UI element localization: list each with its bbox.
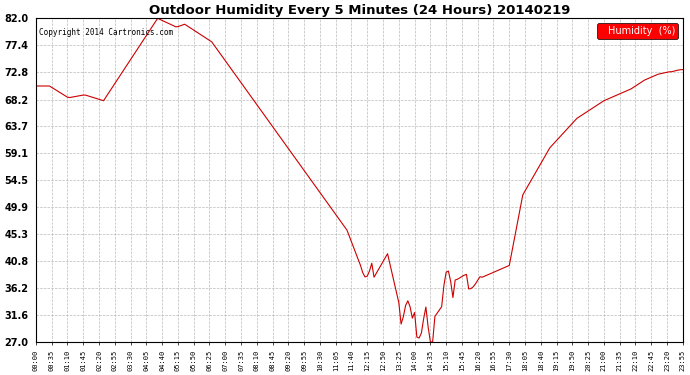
Legend: Humidity  (%): Humidity (%): [597, 23, 678, 39]
Text: Copyright 2014 Cartronics.com: Copyright 2014 Cartronics.com: [39, 28, 173, 37]
Title: Outdoor Humidity Every 5 Minutes (24 Hours) 20140219: Outdoor Humidity Every 5 Minutes (24 Hou…: [148, 4, 570, 17]
